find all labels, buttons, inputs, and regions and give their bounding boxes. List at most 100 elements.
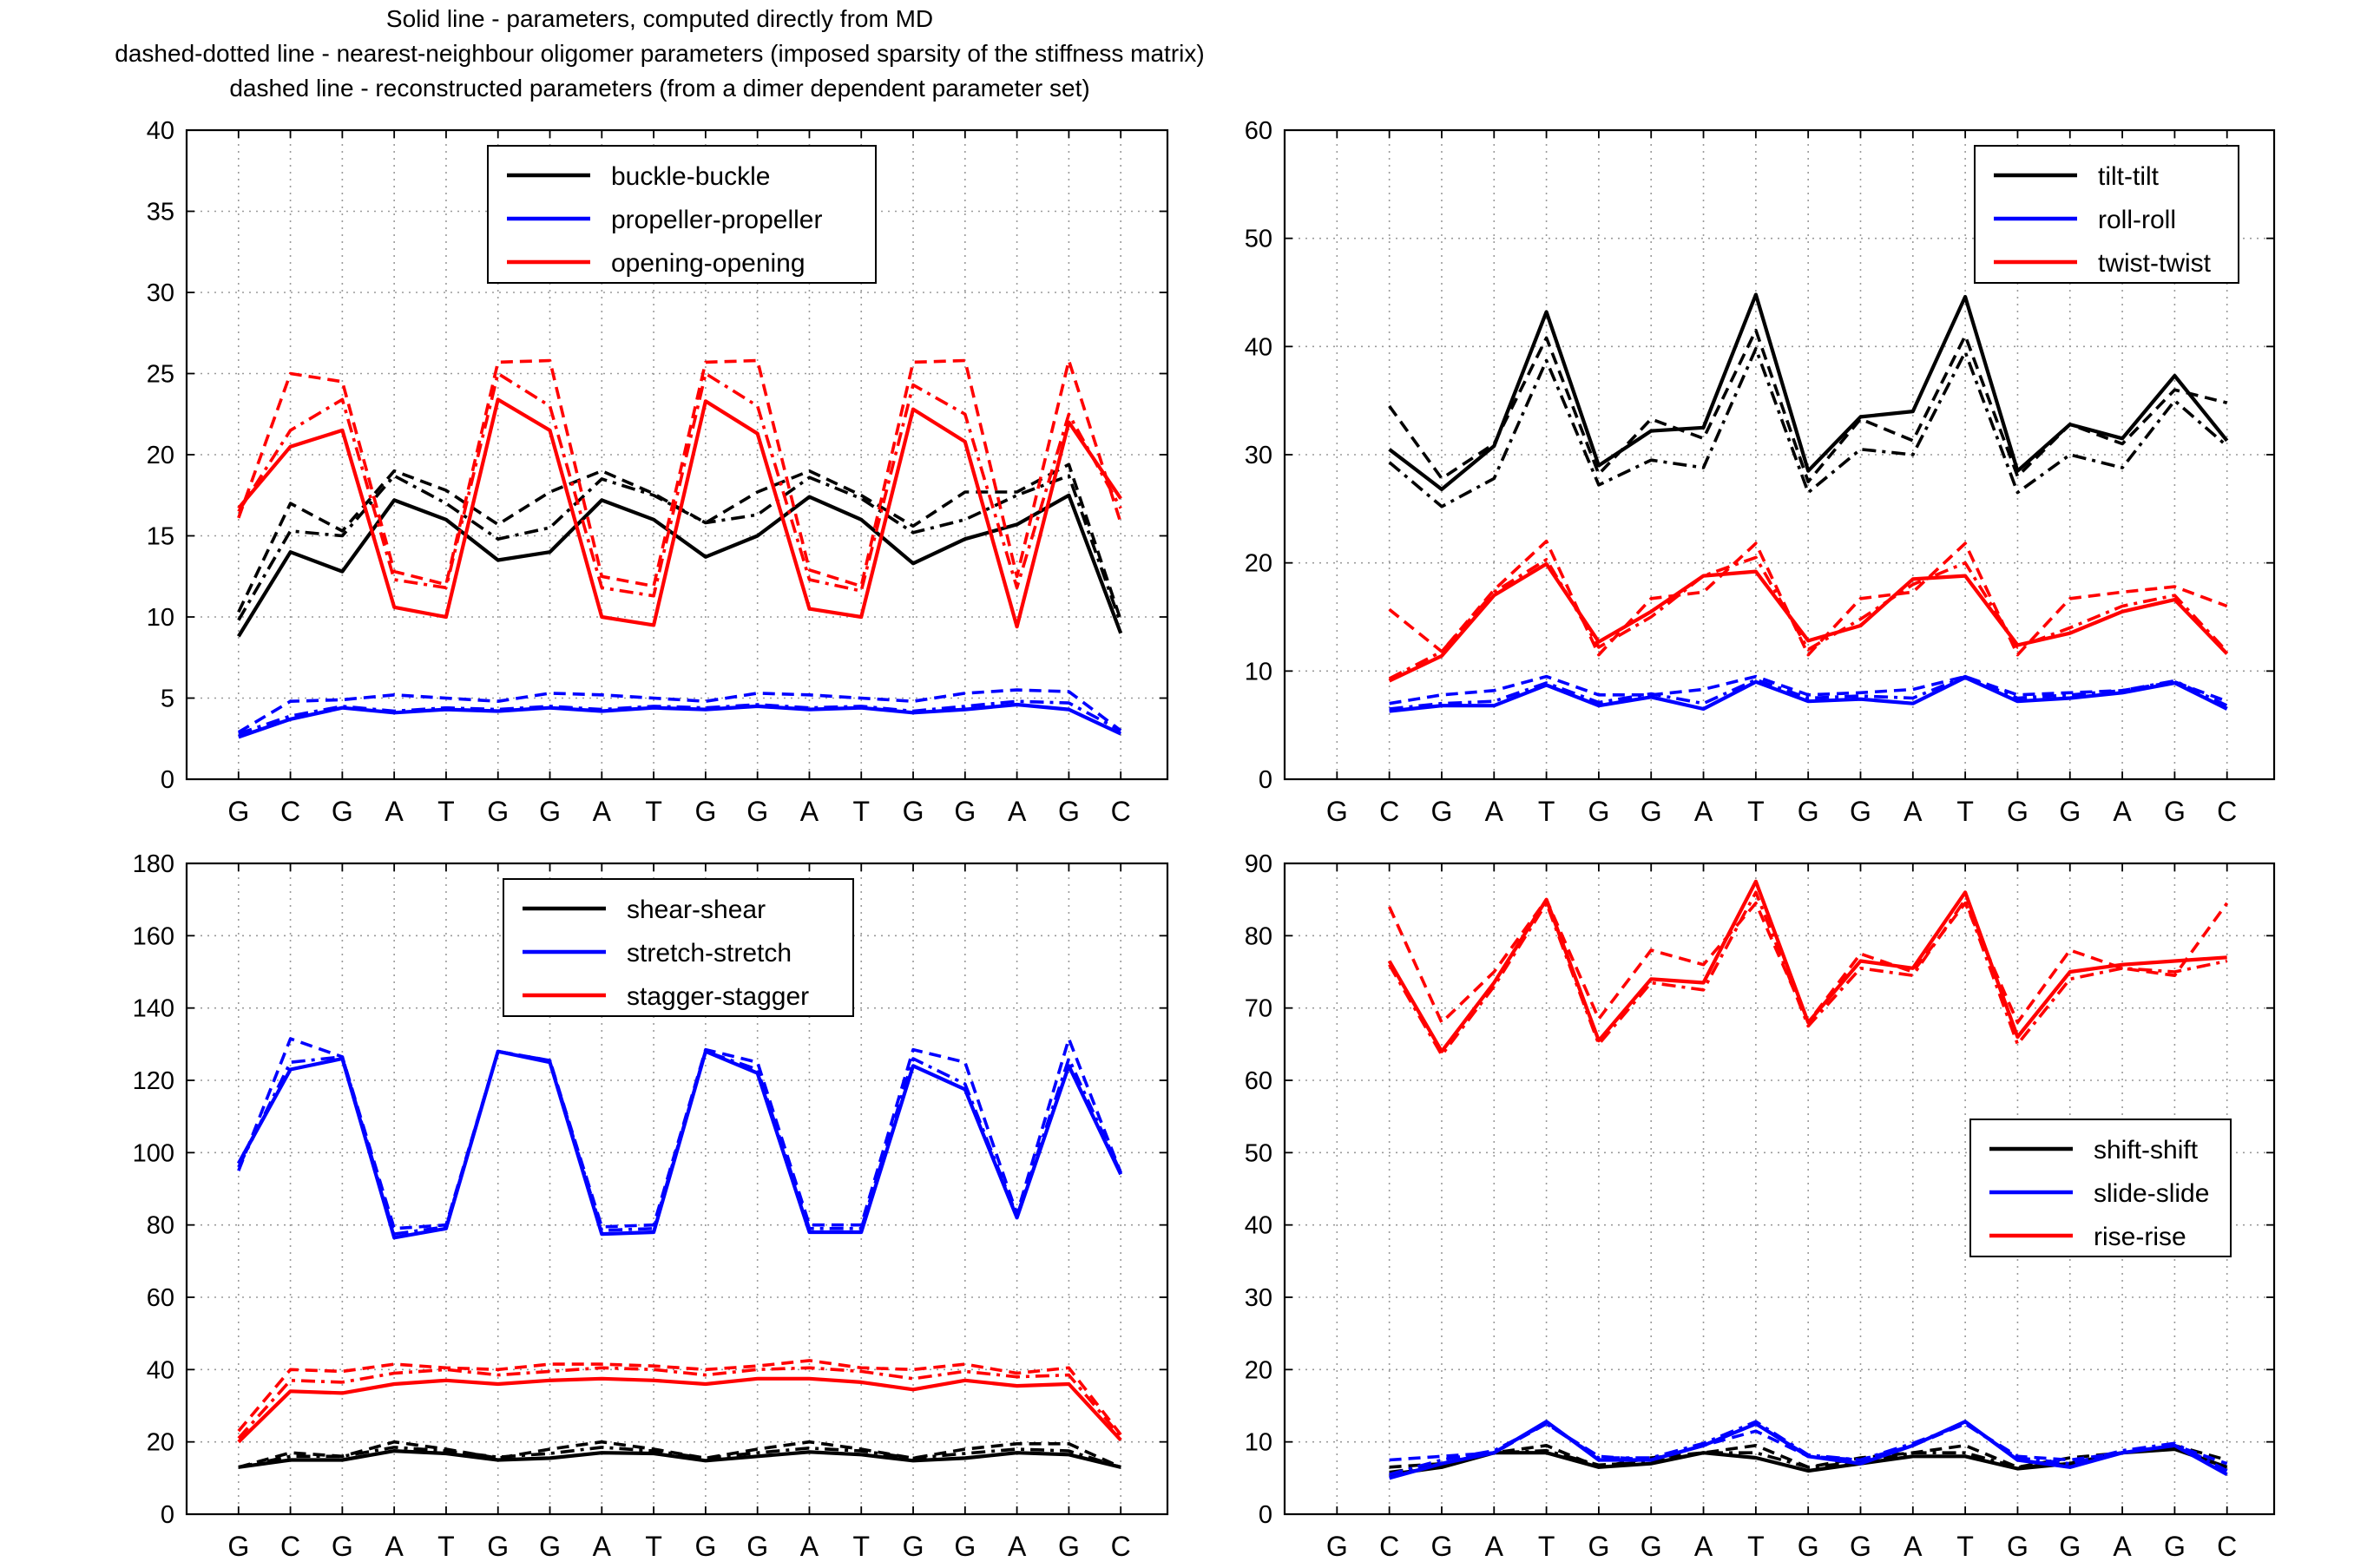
y-tick-label: 50 [1245, 1139, 1272, 1167]
y-tick-label: 70 [1245, 995, 1272, 1023]
axes-frame [1283, 862, 2276, 1516]
x-tick-label: G [1798, 1531, 1819, 1562]
y-tick-label: 0 [1259, 766, 1272, 794]
x-tick-label: G [2164, 1531, 2186, 1562]
legend-label-propeller-propeller: propeller-propeller [611, 206, 822, 234]
legend-label-rise-rise: rise-rise [2094, 1223, 2186, 1251]
y-tick-label: 50 [1245, 226, 1272, 253]
y-tick-label: 60 [147, 1284, 174, 1312]
y-tick-label: 10 [1245, 658, 1272, 686]
x-tick-label: T [1538, 796, 1555, 827]
x-tick-label: A [593, 1531, 612, 1562]
x-tick-label: A [1904, 796, 1923, 827]
x-tick-label: T [645, 796, 662, 827]
series-line-stagger-stagger-dashed [237, 1359, 1122, 1436]
x-tick-label: T [1538, 1531, 1555, 1562]
series-line-opening-opening-dashed [237, 358, 1122, 588]
y-tick-label: 40 [1245, 333, 1272, 361]
x-tick-label: G [1850, 796, 1871, 827]
x-tick-label: T [1747, 1531, 1765, 1562]
x-tick-label: G [1641, 1531, 1662, 1562]
x-tick-label: T [437, 796, 455, 827]
x-tick-label: G [1798, 796, 1819, 827]
x-tick-label: G [2007, 1531, 2029, 1562]
x-tick-label: G [332, 1531, 353, 1562]
series-line-roll-roll-dashed [1389, 674, 2228, 705]
legend-label-opening-opening: opening-opening [611, 249, 805, 278]
y-tick-label: 140 [133, 995, 174, 1023]
y-tick-label: 120 [133, 1067, 174, 1095]
x-tick-label: C [1111, 1531, 1131, 1562]
series-line-buckle-buckle-solid [237, 493, 1123, 638]
header-line-2: dashed-dotted line - nearest-neighbour o… [115, 40, 1205, 67]
x-tick-label: G [227, 796, 249, 827]
y-tick-label: 60 [1245, 1067, 1272, 1095]
y-tick-label: 20 [147, 1429, 174, 1457]
series-line-tilt-tilt-solid [1388, 292, 2229, 491]
x-tick-label: T [1956, 796, 1974, 827]
x-tick-label: G [694, 796, 716, 827]
y-tick-label: 30 [1245, 442, 1272, 469]
x-tick-label: G [1850, 1531, 1871, 1562]
y-tick-label: 15 [147, 523, 174, 551]
x-tick-label: C [1111, 796, 1131, 827]
series-line-stretch-stretch-solid [236, 1049, 1123, 1240]
x-tick-label: G [1058, 796, 1080, 827]
y-tick-label: 0 [161, 766, 174, 794]
y-tick-label: 35 [147, 199, 174, 226]
x-tick-label: G [487, 1531, 509, 1562]
y-tick-label: 90 [1245, 850, 1272, 878]
axes-frame [1283, 128, 2276, 781]
x-tick-label: A [1008, 1531, 1027, 1562]
series-line-roll-roll-dashdot [1389, 674, 2228, 711]
legend-box [503, 878, 854, 1017]
x-tick-label: C [2217, 1531, 2237, 1562]
legend-label-buckle-buckle: buckle-buckle [611, 162, 770, 191]
y-tick-label: 20 [1245, 1356, 1272, 1384]
x-tick-label: T [645, 1531, 662, 1562]
y-tick-label: 80 [1245, 922, 1272, 950]
series-line-opening-opening-solid [237, 397, 1122, 629]
y-tick-label: 0 [161, 1501, 174, 1529]
x-tick-label: G [539, 796, 561, 827]
x-tick-label: G [1588, 1531, 1609, 1562]
legend-label-shift-shift: shift-shift [2094, 1136, 2199, 1165]
y-tick-label: 0 [1259, 1501, 1272, 1529]
x-tick-label: A [1008, 796, 1027, 827]
x-tick-label: G [2059, 796, 2081, 827]
y-tick-label: 40 [1245, 1212, 1272, 1240]
x-tick-label: A [800, 1531, 819, 1562]
series-line-roll-roll-solid [1389, 675, 2228, 713]
y-tick-label: 10 [1245, 1429, 1272, 1457]
series-line-twist-twist-solid [1388, 561, 2229, 683]
y-tick-label: 20 [147, 442, 174, 469]
series-line-twist-twist-dashed [1388, 539, 2228, 657]
legend: tilt-tilt roll-roll twist-twist [1974, 145, 2239, 284]
legend: shift-shift slide-slide rise-rise [1969, 1119, 2232, 1257]
x-tick-label: T [1956, 1531, 1974, 1562]
x-tick-label: A [385, 1531, 404, 1562]
x-tick-label: C [280, 1531, 300, 1562]
y-tick-label: 40 [147, 117, 174, 145]
legend-box [1974, 145, 2239, 284]
x-tick-label: A [385, 796, 404, 827]
y-tick-label: 30 [1245, 1284, 1272, 1312]
y-tick-label: 100 [133, 1139, 174, 1167]
x-tick-label: G [2007, 796, 2029, 827]
axes-frame [185, 862, 1169, 1516]
header-line-1: Solid line - parameters, computed direct… [385, 5, 934, 32]
y-tick-label: 40 [147, 1356, 174, 1384]
x-tick-label: G [1641, 796, 1662, 827]
series-lines [1387, 879, 2229, 1480]
series-line-stagger-stagger-solid [237, 1376, 1122, 1444]
series-line-rise-rise-solid [1387, 879, 2227, 1053]
x-tick-label: G [746, 796, 768, 827]
x-tick-label: C [1379, 796, 1399, 827]
x-tick-label: G [2059, 1531, 2081, 1562]
legend-label-tilt-tilt: tilt-tilt [2098, 162, 2160, 191]
x-tick-label: C [1379, 1531, 1399, 1562]
